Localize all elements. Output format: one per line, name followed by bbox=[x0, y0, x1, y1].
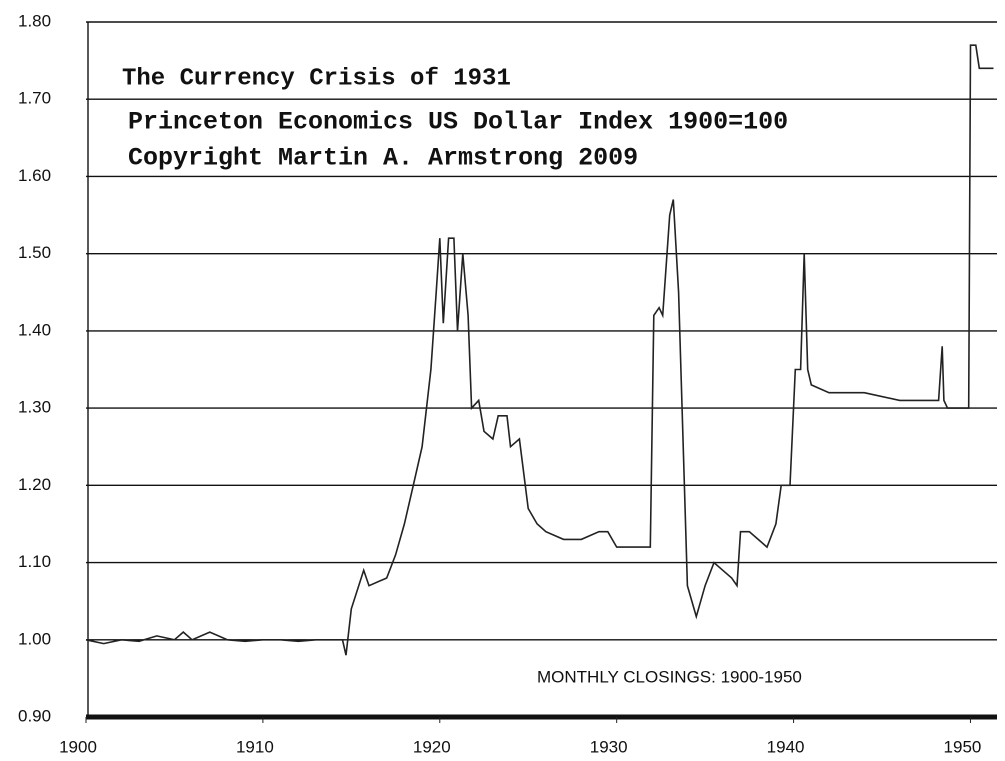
chart-title: The Currency Crisis of 1931 bbox=[122, 65, 511, 92]
y-tick-label: 1.10 bbox=[18, 552, 51, 571]
x-tick-label: 1940 bbox=[767, 737, 805, 756]
chart-subtitle: Copyright Martin A. Armstrong 2009 bbox=[128, 144, 638, 173]
data-line bbox=[85, 44, 994, 656]
chart-subtitle: Princeton Economics US Dollar Index 1900… bbox=[128, 108, 788, 137]
y-tick-label: 0.90 bbox=[18, 706, 51, 725]
y-tick-label: 1.20 bbox=[18, 475, 51, 494]
y-tick-label: 1.00 bbox=[18, 629, 51, 648]
y-tick-label: 1.60 bbox=[18, 166, 51, 185]
y-tick-label: 1.80 bbox=[18, 11, 51, 30]
x-tick-label: 1910 bbox=[236, 737, 274, 756]
x-tick-label: 1900 bbox=[59, 737, 97, 756]
y-tick-label: 1.30 bbox=[18, 398, 51, 417]
x-tick-label: 1930 bbox=[590, 737, 628, 756]
annotation: MONTHLY CLOSINGS: 1900-1950 bbox=[537, 667, 802, 686]
y-tick-label: 1.70 bbox=[18, 89, 51, 108]
y-tick-label: 1.40 bbox=[18, 320, 51, 339]
y-tick-label: 1.50 bbox=[18, 243, 51, 262]
x-tick-label: 1950 bbox=[944, 737, 982, 756]
x-tick-label: 1920 bbox=[413, 737, 451, 756]
